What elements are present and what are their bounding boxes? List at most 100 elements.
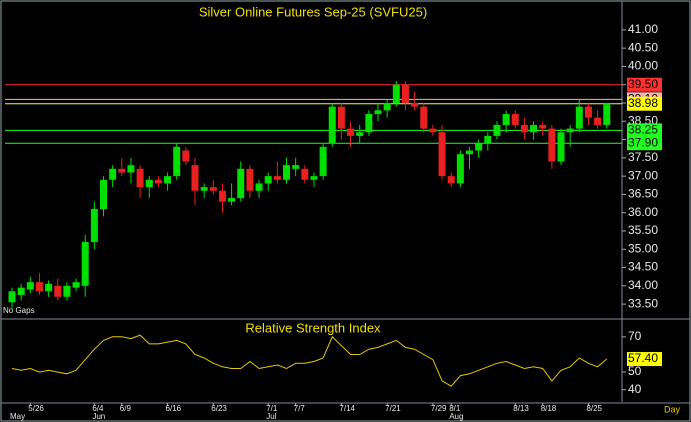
- candle-body: [575, 106, 583, 129]
- candle-body: [484, 135, 492, 144]
- candle-body: [26, 282, 34, 290]
- candle-body: [447, 176, 455, 184]
- y-tick-label: 41.00: [628, 22, 658, 36]
- level-label: 38.25: [628, 123, 658, 137]
- candle-body: [8, 291, 16, 303]
- month-label: Jul: [266, 412, 276, 421]
- annotation: No Gaps: [3, 306, 35, 315]
- candle-body: [81, 241, 89, 286]
- candle-body: [200, 187, 208, 191]
- y-tick-label: 34.00: [628, 278, 658, 292]
- level-label: 38.98: [628, 96, 658, 110]
- x-tick-label: 6/23: [211, 404, 227, 413]
- rsi-tick-label: 50: [628, 364, 642, 378]
- candle-body: [273, 176, 281, 180]
- x-tick-label: 6/9: [120, 404, 132, 413]
- candle-body: [90, 209, 98, 242]
- candle-body: [109, 168, 117, 180]
- rsi-tick-label: 70: [628, 329, 642, 343]
- candle-body: [466, 150, 473, 155]
- candle-body: [557, 132, 565, 162]
- candle-body: [255, 183, 263, 191]
- candle-body: [520, 124, 528, 133]
- candle-body: [127, 165, 135, 173]
- candle-body: [383, 102, 391, 111]
- candle-body: [218, 190, 226, 202]
- x-tick-label: 8/13: [513, 404, 529, 413]
- rsi-line: [11, 334, 608, 387]
- x-tick-label: 6/16: [166, 404, 182, 413]
- candle-body: [475, 143, 483, 151]
- level-label-bg: [627, 123, 662, 138]
- candle-body: [374, 110, 382, 114]
- month-label: May: [10, 412, 25, 421]
- candle-body: [136, 168, 144, 188]
- rsi-last-bg: [627, 352, 662, 367]
- x-tick-label: 8/25: [586, 404, 602, 413]
- candle-body: [539, 124, 547, 129]
- level-label: 37.90: [628, 135, 658, 149]
- x-tick-label: 7/7: [294, 404, 306, 413]
- candle-body: [145, 179, 153, 188]
- candle-body: [72, 282, 80, 288]
- candle-body: [164, 176, 172, 184]
- candle-body: [456, 154, 464, 184]
- candle-body: [228, 198, 236, 202]
- candle-body: [35, 282, 43, 292]
- y-tick-label: 37.50: [628, 150, 658, 164]
- x-tick-label: 8/18: [541, 404, 557, 413]
- level-label: 39.50: [628, 77, 658, 91]
- candle-body: [100, 179, 107, 210]
- candle-body: [493, 124, 501, 136]
- level-label-bg: [627, 96, 662, 111]
- candle-body: [594, 117, 602, 125]
- candle-body: [356, 132, 364, 136]
- candle-body: [365, 113, 373, 133]
- candle-body: [237, 168, 245, 199]
- candle-body: [118, 168, 126, 173]
- month-label: Jun: [92, 412, 105, 421]
- x-tick-label: 5/26: [28, 404, 44, 413]
- x-tick-label: 6/4: [92, 404, 104, 413]
- candle-body: [63, 285, 71, 297]
- candle-body: [566, 128, 574, 133]
- candle-body: [511, 113, 519, 125]
- y-tick-label: 37.00: [628, 168, 658, 182]
- x-tick-label: 7/1: [266, 404, 278, 413]
- candle-body: [392, 84, 400, 103]
- candle-body: [154, 179, 162, 184]
- candle-body: [191, 165, 199, 191]
- y-tick-label: 36.50: [628, 187, 658, 201]
- candle-body: [328, 106, 336, 144]
- candle-body: [292, 165, 300, 169]
- rsi-title: Relative Strength Index: [245, 320, 381, 335]
- candle-body: [429, 128, 437, 133]
- candle-body: [502, 113, 510, 125]
- month-label: Aug: [449, 412, 463, 421]
- candle-body: [603, 103, 611, 125]
- candle-body: [45, 283, 53, 292]
- chart-title: Silver Online Futures Sep-25 (SVFU25): [199, 4, 427, 19]
- candle-body: [209, 187, 217, 191]
- candle-body: [438, 132, 446, 177]
- y-tick-label: 34.50: [628, 260, 658, 274]
- x-tick-label: 8/1: [449, 404, 461, 413]
- y-tick-label: 35.00: [628, 241, 658, 255]
- x-tick-label: 7/14: [339, 404, 355, 413]
- candle-body: [548, 128, 556, 162]
- candle-body: [17, 287, 25, 295]
- candle-body: [411, 102, 419, 107]
- candle-body: [310, 176, 318, 180]
- x-tick-label: 7/21: [385, 404, 401, 413]
- candle-body: [530, 124, 538, 133]
- candle-body: [337, 106, 345, 129]
- level-label-bg: [627, 77, 662, 92]
- candle-body: [283, 165, 290, 180]
- candle-body: [319, 146, 327, 177]
- y-tick-label: 35.50: [628, 223, 658, 237]
- level-label-bg: [627, 136, 662, 151]
